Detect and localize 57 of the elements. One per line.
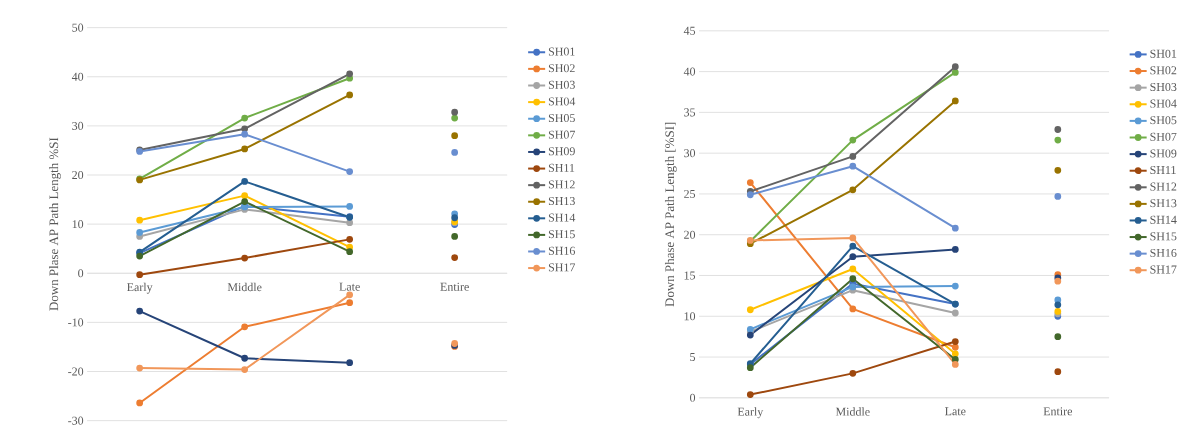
x-tick-label: Middle: [227, 282, 262, 292]
y-tick-label: 50: [72, 23, 84, 32]
y-axis-title: Down Plase AP Path Length %SI: [49, 137, 61, 311]
legend-label: SH03: [548, 80, 575, 89]
y-tick-label: 25: [684, 189, 696, 198]
y-tick-label: 15: [684, 271, 696, 280]
x-tick-label: Early: [737, 407, 764, 419]
legend-label: SH07: [1150, 132, 1177, 141]
y-tick-label: 35: [684, 108, 696, 117]
y-tick-label: 40: [683, 67, 696, 76]
y-tick-label: 0: [690, 393, 696, 402]
legend-label: SH16: [1150, 248, 1177, 257]
legend-label: SH04: [548, 97, 576, 106]
y-tick-label: -20: [68, 367, 84, 376]
legend-label: SH07: [548, 130, 576, 139]
legend-label: SH05: [1150, 116, 1177, 125]
y-tick-label: -30: [68, 416, 84, 425]
legend-label: SH17: [548, 263, 576, 272]
y-tick-label: 30: [684, 149, 696, 158]
x-tick-label: Entire: [1043, 407, 1073, 416]
legend-label: SH11: [1150, 166, 1176, 175]
x-tick-label: Early: [127, 282, 153, 294]
legend-label: SH11: [548, 163, 575, 172]
x-tick-label: Entire: [440, 282, 469, 291]
x-tick-label: Late: [945, 407, 966, 416]
x-tick-label: Middle: [835, 407, 870, 416]
y-tick-label: 30: [72, 121, 84, 130]
legend-label: SH01: [548, 47, 575, 56]
y-tick-label: -10: [68, 318, 84, 327]
legend-label: SH14: [1150, 215, 1177, 224]
legend-label: SH02: [1150, 66, 1177, 75]
legend-label: SH12: [1150, 182, 1177, 191]
x-tick-label: Late: [339, 282, 360, 291]
legend-label: SH09: [1150, 149, 1177, 158]
legend-label: SH15: [548, 230, 575, 239]
y-tick-label: 45: [683, 26, 696, 35]
legend-label: SH05: [548, 114, 575, 123]
legend-label: SH14: [548, 213, 576, 222]
y-tick-label: 10: [684, 312, 696, 321]
legend-label: SH02: [548, 64, 575, 73]
y-tick-label: 40: [71, 72, 84, 81]
legend-label: SH13: [1150, 199, 1177, 208]
legend-label: SH12: [548, 180, 575, 189]
legend-label: SH04: [1150, 99, 1177, 108]
legend-label: SH01: [1150, 49, 1177, 58]
legend-label: SH03: [1150, 82, 1177, 91]
y-tick-label: 10: [72, 220, 84, 229]
legend-label: SH15: [1150, 232, 1177, 241]
legend-label: SH16: [548, 246, 576, 255]
y-tick-label: 20: [684, 230, 696, 239]
legend-label: SH17: [1150, 265, 1177, 274]
legend-label: SH09: [548, 147, 575, 156]
legend-label: SH13: [548, 197, 575, 206]
y-axis-title: Down Phase AP Path Length [%SI]: [664, 122, 677, 307]
y-tick-label: 5: [690, 353, 696, 362]
y-tick-label: 0: [78, 269, 84, 278]
y-tick-label: 20: [72, 170, 84, 180]
